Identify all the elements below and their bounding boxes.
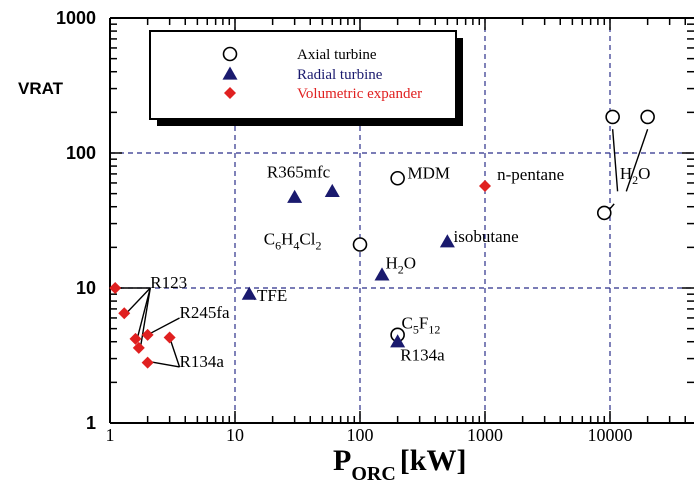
point-annotations: R365mfc MDM n-pentane C6H4Cl2 isobutane H2O C5… xyxy=(150,162,650,371)
axial-turbine-point xyxy=(390,170,405,186)
leader-line xyxy=(611,129,619,192)
radial-turbine-point xyxy=(374,267,390,281)
axial-turbine-point xyxy=(352,237,368,252)
tick-marks xyxy=(109,17,694,424)
annotation-r123: R123 xyxy=(150,273,187,292)
leader-lines xyxy=(119,129,649,368)
volumetric-expander-point xyxy=(132,341,145,354)
volumetric-expander-point xyxy=(224,87,236,99)
annotation-r365mfc: R365mfc xyxy=(267,162,331,181)
annotation-c5f12: C5F12 xyxy=(402,314,441,337)
annotation-r134a_vol: R134a xyxy=(180,352,225,371)
legend-label: Axial turbine xyxy=(297,47,377,63)
annotation-isobutane: isobutane xyxy=(454,227,519,246)
axial-turbine-point xyxy=(222,46,238,62)
annotation-r134a_radial: R134a xyxy=(400,346,445,365)
y-tick-label: 1 xyxy=(86,413,96,433)
volumetric-expander-point xyxy=(141,356,154,369)
radial-turbine-point xyxy=(324,183,340,197)
volumetric-expander-point xyxy=(141,328,154,341)
axial-turbine-point xyxy=(596,205,612,221)
annotation-h2o_radial: H2O xyxy=(386,253,417,276)
x-tick-label: 1 xyxy=(106,425,115,445)
leader-line xyxy=(168,337,181,368)
volumetric-expander-point xyxy=(479,179,491,192)
radial-turbine-point xyxy=(222,66,238,80)
axial-turbine-point xyxy=(640,109,655,125)
leader-line xyxy=(148,360,180,368)
legend-label: Radial turbine xyxy=(297,67,383,83)
annotation-mdm: MDM xyxy=(408,163,451,182)
y-tick-label: 10 xyxy=(76,278,96,298)
radial-turbine-point xyxy=(241,286,257,300)
annotation-c6h4cl2: C6H4Cl2 xyxy=(264,230,322,253)
axial-turbine-point xyxy=(605,109,620,125)
tick-labels: 1 10 100 1000 10000 1 10 100 1000 xyxy=(56,8,633,445)
x-axis-label: PORC [kW] xyxy=(333,444,466,484)
leader-line xyxy=(147,317,180,336)
annotation-npentane: n-pentane xyxy=(497,165,564,184)
radial-turbine-point xyxy=(439,234,455,248)
legend-label: Volumetric expander xyxy=(297,86,422,102)
x-tick-label: 1000 xyxy=(467,425,503,445)
leader-line xyxy=(136,287,151,340)
leader-line xyxy=(139,287,151,349)
volumetric-expander-point xyxy=(118,307,131,320)
legend-box xyxy=(149,30,457,120)
volumetric-expander-point xyxy=(129,332,142,345)
legend: Axial turbine Radial turbine Volumetric ex… xyxy=(149,30,463,126)
radial-turbine-point xyxy=(287,189,303,203)
annotation-tfe: TFE xyxy=(257,286,287,305)
x-tick-label: 10 xyxy=(226,425,244,445)
annotation-h2o_axial: H2O xyxy=(620,164,651,187)
annotation-r245fa: R245fa xyxy=(180,303,231,322)
y-tick-label: 1000 xyxy=(56,8,96,28)
data-points xyxy=(109,109,655,369)
volumetric-expander-point xyxy=(109,282,122,294)
x-tick-label: 100 xyxy=(347,425,374,445)
y-axis-label: VRAT xyxy=(18,79,64,98)
x-tick-label: 10000 xyxy=(588,425,633,445)
radial-turbine-point xyxy=(390,334,406,348)
leader-line xyxy=(625,129,649,192)
leader-line xyxy=(125,287,151,314)
volumetric-expander-point xyxy=(163,331,176,344)
y-tick-label: 100 xyxy=(66,143,96,163)
